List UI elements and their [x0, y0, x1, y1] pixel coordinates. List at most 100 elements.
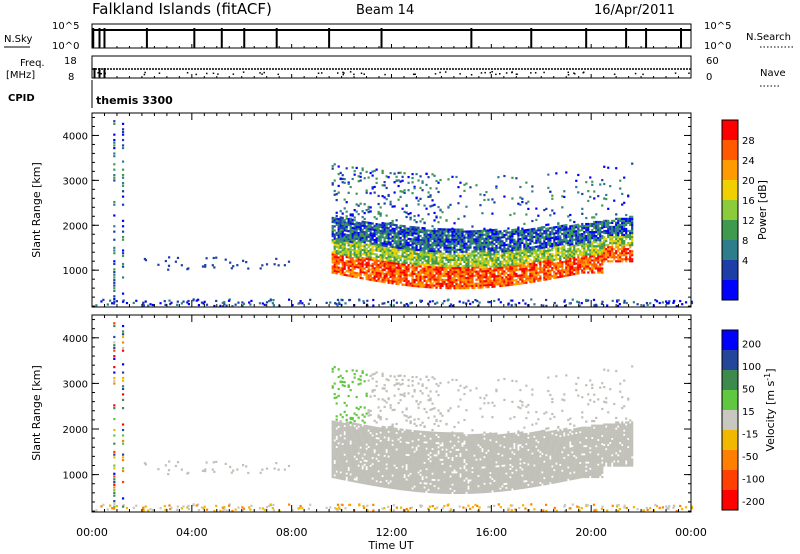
power-cell [391, 276, 394, 279]
power-cell [437, 268, 440, 271]
power-cell [543, 240, 546, 243]
power-cell-upper [433, 174, 436, 177]
power-cell [473, 284, 476, 287]
power-cell [441, 260, 444, 263]
power-cell [621, 235, 624, 239]
velocity-cell-upper [341, 384, 344, 387]
power-cell [445, 228, 448, 231]
power-cell-upper [551, 194, 554, 197]
power-cell [369, 236, 372, 239]
velocity-cell [343, 474, 346, 477]
power-cell [557, 227, 560, 230]
power-cell [487, 285, 490, 289]
power-cell [559, 235, 562, 238]
power-cell [351, 230, 354, 234]
power-cell [551, 275, 554, 278]
power-cell [577, 243, 580, 247]
power-cell [581, 271, 584, 274]
power-cell [347, 240, 350, 243]
power-cell [423, 235, 426, 238]
power-noise [661, 301, 664, 304]
power-cell [587, 261, 590, 264]
power-cell [443, 230, 446, 233]
power-cell [467, 248, 470, 251]
power-cell [533, 256, 536, 259]
power-cell [439, 286, 442, 289]
power-cell [523, 261, 526, 264]
power-cell [595, 224, 598, 228]
velocity-cell-upper [333, 382, 336, 385]
power-cell [331, 261, 334, 264]
power-cell [389, 243, 392, 246]
power-cell [471, 286, 474, 290]
power-cell [595, 245, 598, 248]
power-cell [487, 235, 490, 238]
power-cell [549, 245, 552, 248]
power-cell [405, 243, 408, 246]
velocity-cell [333, 453, 336, 456]
power-cell [387, 259, 390, 262]
power-cell-upper [403, 210, 406, 213]
power-noise [197, 298, 200, 301]
power-cell [507, 265, 510, 269]
power-cell-upper [419, 220, 422, 223]
power-cell [599, 231, 602, 234]
power-cell [565, 274, 568, 277]
power-cell [479, 240, 482, 243]
power-cell [623, 252, 626, 255]
power-cell [363, 243, 366, 246]
power-cell [341, 263, 344, 266]
power-cell [415, 274, 418, 278]
power-cell [611, 225, 614, 229]
power-cell [375, 223, 378, 226]
velocity-cell [333, 420, 336, 424]
power-cell [537, 277, 540, 280]
velocity-cell [331, 465, 334, 468]
power-cell [439, 254, 442, 257]
power-cell [431, 286, 434, 289]
power-cell [527, 246, 530, 250]
power-cell [555, 276, 558, 279]
power-cell [549, 275, 552, 278]
power-cell [593, 251, 596, 254]
power-cell [359, 230, 362, 233]
power-cell-upper [519, 203, 522, 206]
nave-point [674, 72, 677, 74]
power-cell [365, 237, 368, 240]
power-cell [455, 234, 458, 237]
power-cell [557, 225, 560, 228]
power-cell [331, 269, 334, 272]
power-cell [395, 248, 398, 251]
power-cell [391, 272, 394, 275]
velocity-cell-upper [353, 372, 356, 376]
power-cell [603, 242, 606, 245]
power-cell [377, 267, 380, 271]
power-cell [373, 244, 376, 248]
power-cell [621, 217, 624, 220]
power-cell [521, 249, 524, 253]
power-cell-upper [543, 208, 546, 212]
power-cell [359, 268, 362, 271]
velocity-cell [351, 430, 354, 433]
power-noise [335, 302, 338, 306]
power-cell-upper [403, 191, 406, 194]
power-cell [409, 231, 412, 235]
power-cell [513, 242, 516, 246]
power-cell [433, 242, 436, 245]
power-cell [589, 243, 592, 246]
power-cell [415, 252, 418, 255]
power-cell [425, 237, 428, 240]
power-cell [611, 233, 614, 237]
velocity-cell [341, 477, 344, 481]
power-cell [619, 239, 622, 243]
power-cell [377, 235, 380, 238]
power-cell [379, 241, 382, 245]
power-cell [481, 266, 484, 269]
power-cell [439, 240, 442, 243]
nave-point [444, 71, 447, 73]
power-cell [535, 267, 538, 271]
power-cell [379, 250, 382, 253]
power-cell [617, 246, 620, 249]
power-cell [429, 233, 432, 236]
velocity-cell [347, 442, 350, 445]
